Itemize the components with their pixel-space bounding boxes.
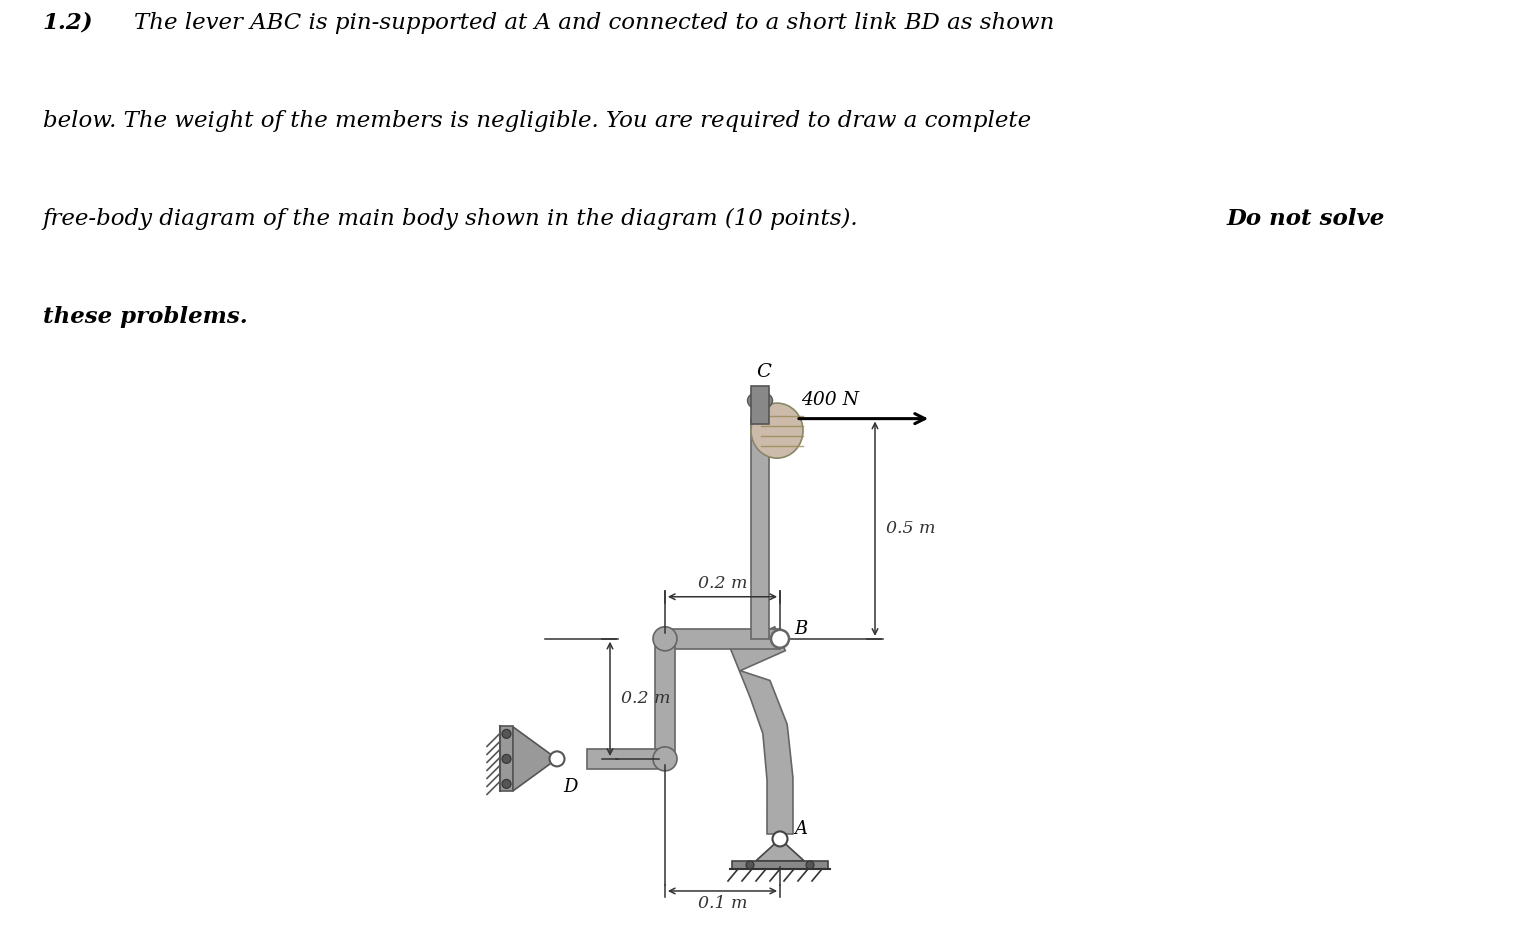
Circle shape (502, 729, 512, 739)
Ellipse shape (747, 391, 773, 410)
Polygon shape (587, 749, 665, 769)
Circle shape (771, 630, 789, 648)
Text: 400 N: 400 N (802, 390, 859, 408)
Circle shape (745, 861, 754, 869)
Polygon shape (665, 629, 780, 649)
Polygon shape (654, 639, 676, 758)
Ellipse shape (751, 403, 803, 459)
Text: 0.1 m: 0.1 m (698, 895, 747, 912)
Text: Do not solve: Do not solve (1227, 208, 1384, 230)
Text: D: D (563, 778, 577, 796)
Text: 0.2 m: 0.2 m (698, 574, 747, 592)
Text: The lever ABC is pin-supported at A and connected to a short link BD as shown: The lever ABC is pin-supported at A and … (134, 12, 1053, 34)
Bar (751, 418, 770, 639)
Text: 1.2): 1.2) (43, 12, 93, 34)
Circle shape (773, 831, 788, 846)
Text: below. The weight of the members is negligible. You are required to draw a compl: below. The weight of the members is negl… (43, 110, 1031, 132)
Polygon shape (513, 727, 557, 791)
Text: 0.5 m: 0.5 m (887, 520, 935, 537)
Polygon shape (730, 627, 792, 834)
Text: free-body diagram of the main body shown in the diagram (10 points).: free-body diagram of the main body shown… (43, 208, 865, 230)
Bar (732, 861, 827, 869)
Text: A: A (794, 820, 808, 838)
Bar (499, 727, 513, 791)
Circle shape (806, 861, 814, 869)
Text: these problems.: these problems. (43, 306, 247, 328)
Circle shape (653, 627, 677, 651)
Circle shape (550, 751, 565, 767)
Circle shape (502, 779, 512, 788)
Circle shape (653, 747, 677, 771)
Circle shape (502, 755, 512, 763)
Text: C: C (756, 362, 771, 380)
Polygon shape (756, 839, 805, 861)
Text: 0.2 m: 0.2 m (621, 690, 671, 707)
Text: B: B (794, 620, 808, 638)
Bar (751, 386, 770, 424)
